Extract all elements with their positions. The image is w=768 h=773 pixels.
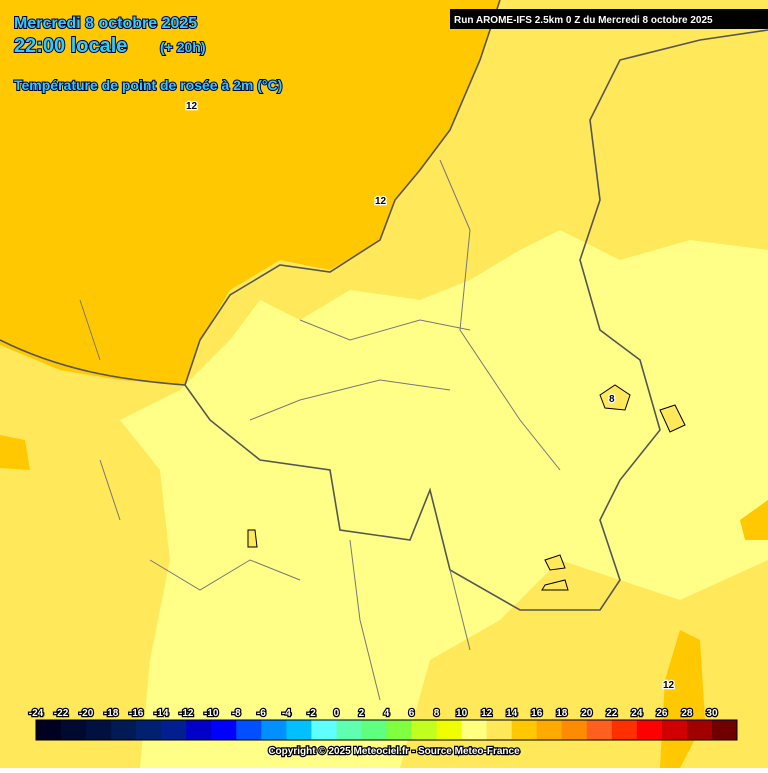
legend-tick-label: -2 [307, 708, 316, 719]
legend-swatch [236, 720, 262, 740]
zone-14-16 [740, 500, 768, 540]
legend-tick-label: -12 [179, 708, 194, 719]
legend-swatch [686, 720, 713, 740]
legend-swatch [386, 720, 413, 740]
legend-frame [35, 719, 738, 741]
legend-swatch [611, 720, 638, 740]
legend-tick-label: -14 [154, 708, 169, 719]
coastline [0, 0, 501, 386]
legend-tick-label: 6 [409, 708, 415, 719]
zone-14-16 [0, 0, 500, 385]
legend-swatch [311, 720, 337, 740]
legend-swatch [261, 720, 287, 740]
zone-14-16 [0, 435, 30, 470]
legend-tick-label: -4 [282, 708, 291, 719]
contour-island [659, 404, 686, 433]
legend-swatch [636, 720, 663, 740]
legend-tick-label: -16 [129, 708, 144, 719]
contour-label: 8 [609, 394, 615, 405]
legend-swatch [561, 720, 588, 740]
legend-swatch [536, 720, 563, 740]
contour-island [247, 529, 569, 591]
legend-swatch [361, 720, 387, 740]
legend-tick-label: 26 [656, 708, 668, 719]
legend-tick-label: -18 [104, 708, 119, 719]
legend-tick-label: -20 [79, 708, 94, 719]
legend-tick-label: 8 [434, 708, 440, 719]
legend-swatch [286, 720, 312, 740]
legend-swatch [661, 720, 688, 740]
run-info: Run AROME-IFS 2.5km 0 Z du Mercredi 8 oc… [454, 15, 713, 26]
legend-swatch [161, 720, 187, 740]
legend-tick-label: 2 [359, 708, 365, 719]
legend-swatch [111, 720, 137, 740]
copyright: Copyright © 2025 Meteociel.fr - Source M… [268, 746, 520, 757]
legend-swatch [436, 720, 463, 740]
contour-island [599, 384, 631, 411]
legend-tick-label: -24 [29, 708, 44, 719]
run-box [450, 9, 768, 29]
legend-tick-label: 12 [481, 708, 493, 719]
legend-swatch [136, 720, 162, 740]
legend-swatch [86, 720, 112, 740]
legend-swatch [511, 720, 538, 740]
zone-12-14 [0, 400, 170, 768]
legend-tick-label: 18 [556, 708, 568, 719]
time: 22:00 locale [14, 35, 127, 57]
legend-tick-label: -8 [232, 708, 241, 719]
legend-tick-label: 24 [631, 708, 643, 719]
legend-swatch [336, 720, 362, 740]
legend-swatch [461, 720, 488, 740]
contour-label: 12 [186, 101, 198, 112]
legend-tick-label: 16 [531, 708, 543, 719]
legend-tick-label: 22 [606, 708, 618, 719]
legend-tick-label: 20 [581, 708, 593, 719]
legend-swatch [211, 720, 237, 740]
legend: -24 -22 -20 -18 -16 -14 -12 -10 -8 -6 -4 -2 0 2 4 6 8 10 1… [28, 707, 738, 741]
contour-label: 12 [663, 680, 675, 691]
legend-swatch [186, 720, 212, 740]
national-border [184, 29, 768, 611]
legend-swatch [586, 720, 613, 740]
legend-tick-label: -22 [54, 708, 69, 719]
legend-swatch [61, 720, 87, 740]
legend-tick-label: -10 [204, 708, 219, 719]
legend-tick-label: 30 [706, 708, 718, 719]
legend-tick-label: 28 [681, 708, 693, 719]
legend-swatch [486, 720, 513, 740]
legend-swatch [36, 720, 62, 740]
legend-tick-label: 10 [456, 708, 468, 719]
variable: Température de point de rosée à 2m (°C) [14, 77, 282, 93]
region-border [79, 159, 561, 701]
legend-tick-label: -6 [257, 708, 266, 719]
contour-label: 12 [375, 196, 387, 207]
date: Mercredi 8 octobre 2025 [14, 15, 197, 32]
legend-tick-label: 14 [506, 708, 518, 719]
legend-tick-label: 4 [384, 708, 390, 719]
legend-tick-label: 0 [334, 708, 340, 719]
legend-swatch [711, 720, 738, 740]
lead-time: (+ 20h) [160, 39, 206, 55]
legend-swatch [411, 720, 438, 740]
